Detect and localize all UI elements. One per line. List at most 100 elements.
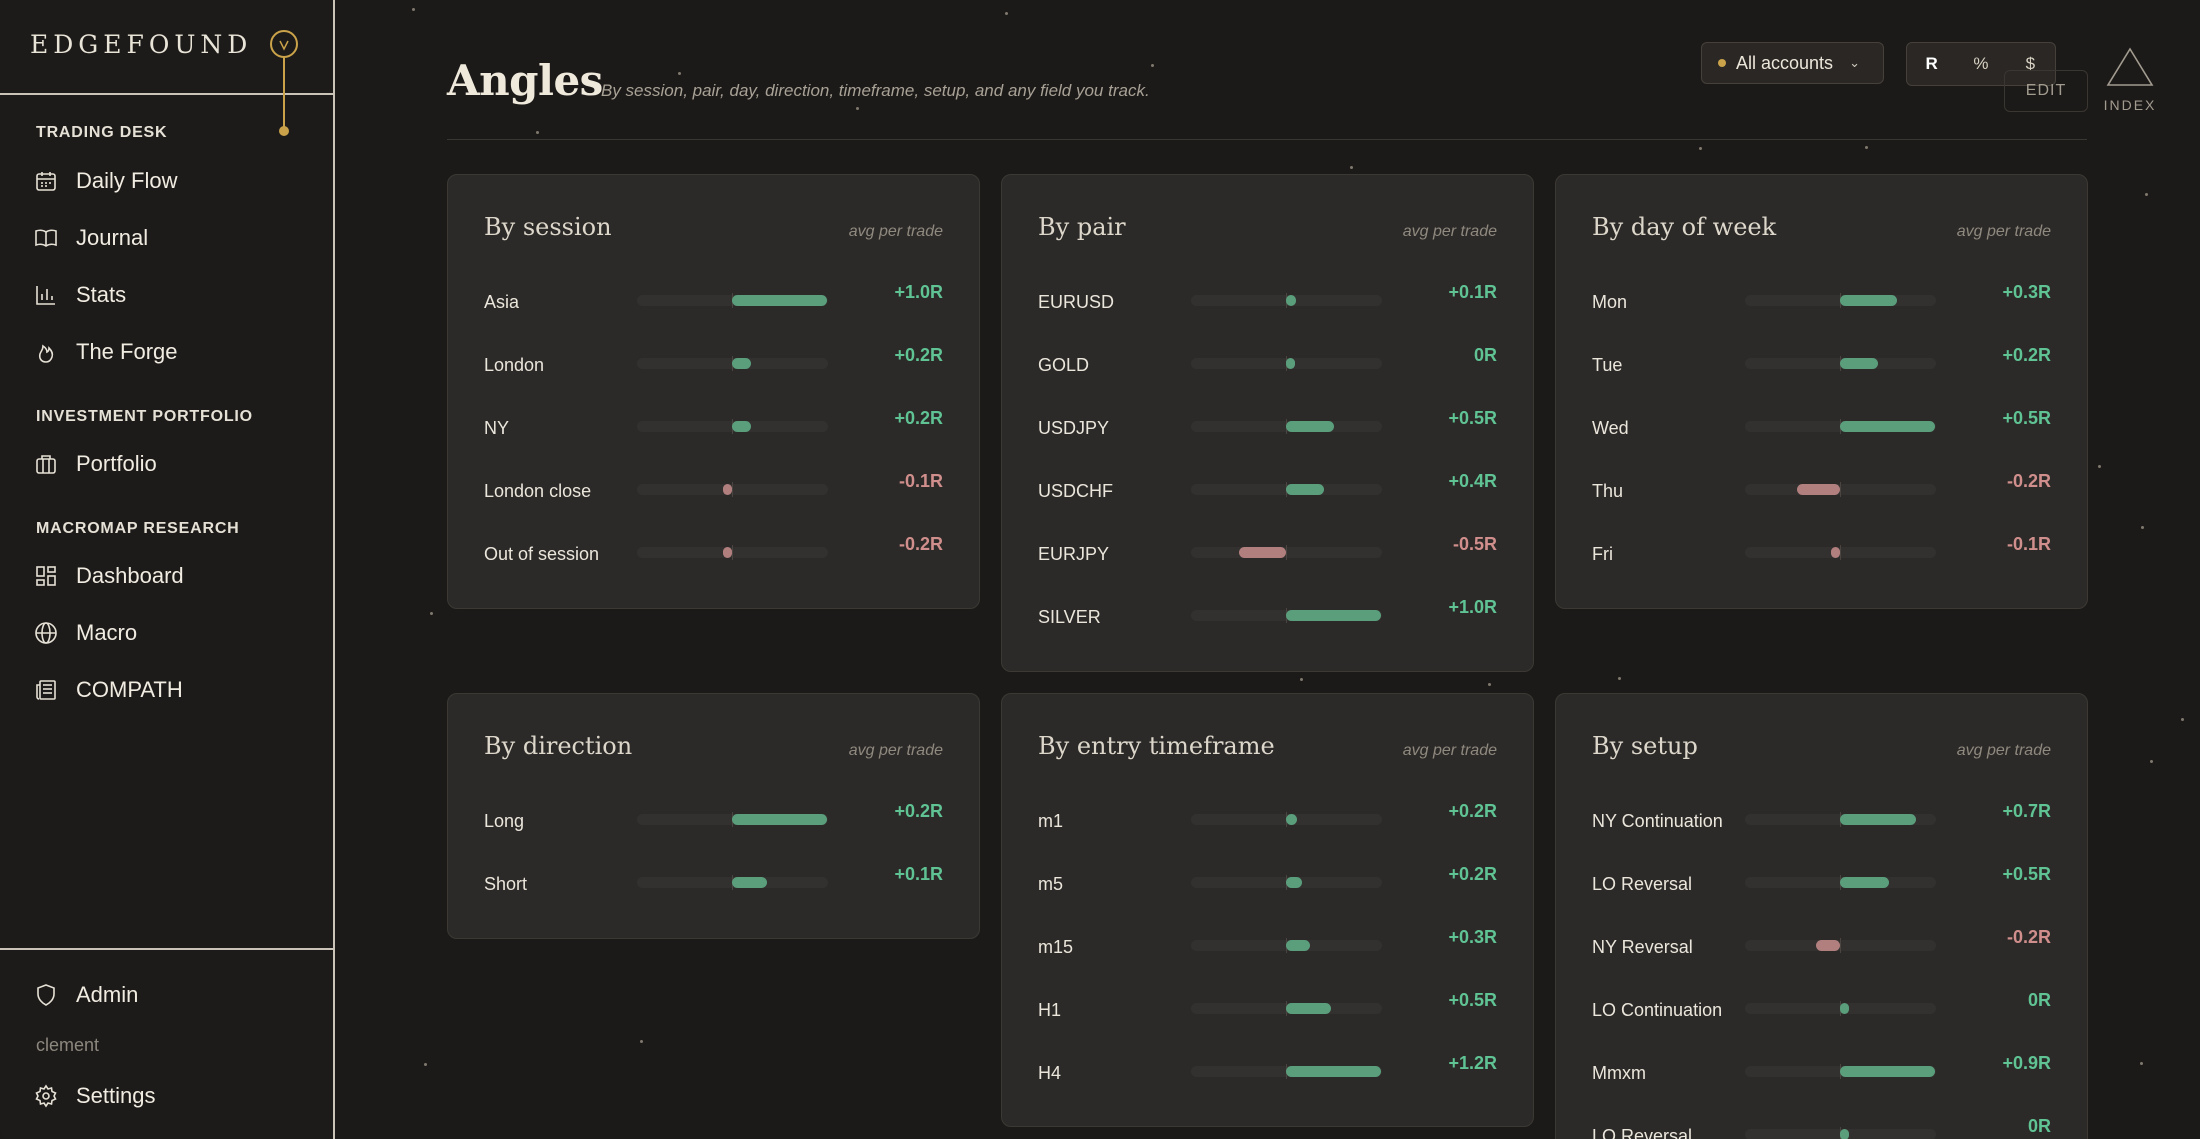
stat-row[interactable]: NY +0.2R (484, 408, 943, 448)
stat-bar-positive (732, 421, 751, 432)
sidebar-item-the-forge[interactable]: The Forge (34, 332, 178, 372)
sidebar-item-settings[interactable]: Settings (34, 1076, 156, 1116)
stat-row[interactable]: H4 +1.2R (1038, 1053, 1497, 1093)
stat-bar-negative (1816, 940, 1840, 951)
stat-row[interactable]: m15 +0.3R (1038, 927, 1497, 967)
sidebar-item-journal[interactable]: Journal (34, 218, 148, 258)
stat-row[interactable]: NY Continuation +0.7R (1592, 801, 2051, 841)
stat-row[interactable]: London close -0.1R (484, 471, 943, 511)
stat-row[interactable]: H1 +0.5R (1038, 990, 1497, 1030)
stat-row[interactable]: USDCHF +0.4R (1038, 471, 1497, 511)
stat-row-label: USDCHF (1038, 481, 1113, 501)
sidebar-item-portfolio[interactable]: Portfolio (34, 444, 157, 484)
app-logo: EDGEFOUND (30, 30, 253, 59)
sidebar-item-label: Admin (76, 982, 139, 1007)
title-divider (447, 139, 2087, 140)
stat-row[interactable]: Mon +0.3R (1592, 282, 2051, 322)
lightbulb-icon[interactable] (268, 27, 300, 137)
stat-row-label: Long (484, 811, 525, 831)
account-select-value: All accounts (1736, 52, 1834, 73)
stat-row[interactable]: LO Reversal 0R (1592, 1116, 2051, 1139)
stat-row[interactable]: Tue +0.2R (1592, 345, 2051, 385)
card-title: By session (484, 213, 612, 241)
stat-row-label: NY Continuation (1592, 811, 1723, 831)
stat-row-value: -0.5R (1452, 534, 1497, 554)
card-metric-label: avg per trade (1956, 742, 2051, 759)
stat-bar-track (1745, 938, 1936, 953)
stat-bar-positive (1286, 610, 1381, 621)
stat-row[interactable]: EURUSD +0.1R (1038, 282, 1497, 322)
sidebar-item-macro[interactable]: Macro (34, 613, 137, 653)
stat-row[interactable]: Mmxm +0.9R (1592, 1053, 2051, 1093)
card-metric-label: avg per trade (1956, 223, 2051, 240)
card-title: By setup (1592, 732, 1698, 760)
page-title: Angles (447, 56, 603, 105)
stat-bar-positive (1286, 421, 1334, 432)
stat-row-value: -0.2R (2006, 927, 2051, 947)
account-select[interactable]: All accounts ⌄ (1701, 42, 1884, 84)
unit-percent-button[interactable]: % (1973, 54, 1989, 73)
edit-button[interactable]: EDIT (2004, 70, 2088, 112)
stat-bar-positive (1840, 814, 1916, 825)
stat-row-label: Wed (1592, 418, 1629, 438)
stat-row[interactable]: Long +0.2R (484, 801, 943, 841)
stat-row-label: LO Continuation (1592, 1000, 1723, 1020)
stat-bar-track (1745, 293, 1936, 308)
stat-row[interactable]: Short +0.1R (484, 864, 943, 904)
stat-row-label: H4 (1038, 1063, 1062, 1083)
stat-row[interactable]: NY Reversal -0.2R (1592, 927, 2051, 967)
sidebar-item-label: Settings (76, 1083, 156, 1108)
stat-row[interactable]: Asia +1.0R (484, 282, 943, 322)
section-macromap-research: MACROMAP RESEARCH (36, 520, 240, 537)
stat-bar-negative (1830, 547, 1840, 558)
section-investment-portfolio: INVESTMENT PORTFOLIO (36, 408, 253, 425)
stat-row[interactable]: USDJPY +0.5R (1038, 408, 1497, 448)
stat-row[interactable]: LO Reversal +0.5R (1592, 864, 2051, 904)
index-button[interactable]: INDEX (2100, 45, 2160, 117)
sidebar-item-label: The Forge (76, 339, 178, 364)
stat-row-value: +0.2R (894, 408, 943, 428)
stat-bar-track (1745, 545, 1936, 560)
stat-row-label: LO Reversal (1592, 1126, 1693, 1139)
sidebar-item-stats[interactable]: Stats (34, 275, 126, 315)
stat-bar-track (1191, 875, 1382, 890)
unit-dollar-button[interactable]: $ (2025, 54, 2036, 73)
stat-bar-positive (732, 358, 751, 369)
stat-row[interactable]: Fri -0.1R (1592, 534, 2051, 574)
stat-bar-track (1191, 293, 1382, 308)
stat-bar-positive (1286, 814, 1298, 825)
stat-row-label: Thu (1592, 481, 1624, 501)
stat-row[interactable]: GOLD 0R (1038, 345, 1497, 385)
stat-row-value: +0.2R (1448, 864, 1497, 884)
sidebar-item-daily-flow[interactable]: Daily Flow (34, 161, 177, 201)
stat-row[interactable]: Out of session -0.2R (484, 534, 943, 574)
unit-r-button[interactable]: R (1925, 54, 1938, 73)
stat-row-value: 0R (1473, 345, 1497, 365)
sidebar-item-compath[interactable]: COMPATH (34, 670, 183, 710)
stat-row[interactable]: m1 +0.2R (1038, 801, 1497, 841)
stat-bar-track (637, 419, 828, 434)
stat-bar-track (1191, 1001, 1382, 1016)
stat-bar-track (1191, 356, 1382, 371)
stat-row[interactable]: SILVER +1.0R (1038, 597, 1497, 637)
stat-row[interactable]: Wed +0.5R (1592, 408, 2051, 448)
stat-row[interactable]: Thu -0.2R (1592, 471, 2051, 511)
stat-bar-zero-axis (732, 545, 733, 560)
stat-row-value: -0.1R (898, 471, 943, 491)
stat-row[interactable]: m5 +0.2R (1038, 864, 1497, 904)
stat-row-label: Asia (484, 292, 520, 312)
stat-row-label: m15 (1038, 937, 1074, 957)
stat-bar-positive (1840, 421, 1935, 432)
stat-row-value: +1.2R (1448, 1053, 1497, 1073)
stat-row[interactable]: EURJPY -0.5R (1038, 534, 1497, 574)
card-title: By pair (1038, 213, 1126, 241)
stat-row-value: -0.1R (2006, 534, 2051, 554)
stat-row-value: +0.2R (2002, 345, 2051, 365)
stat-row[interactable]: London +0.2R (484, 345, 943, 385)
section-trading-desk: TRADING DESK (36, 124, 168, 141)
sidebar-item-label: Journal (76, 225, 149, 250)
username: clement (36, 1035, 100, 1055)
sidebar-item-dashboard[interactable]: Dashboard (34, 556, 184, 596)
sidebar-item-admin[interactable]: Admin (34, 975, 138, 1015)
stat-row[interactable]: LO Continuation 0R (1592, 990, 2051, 1030)
